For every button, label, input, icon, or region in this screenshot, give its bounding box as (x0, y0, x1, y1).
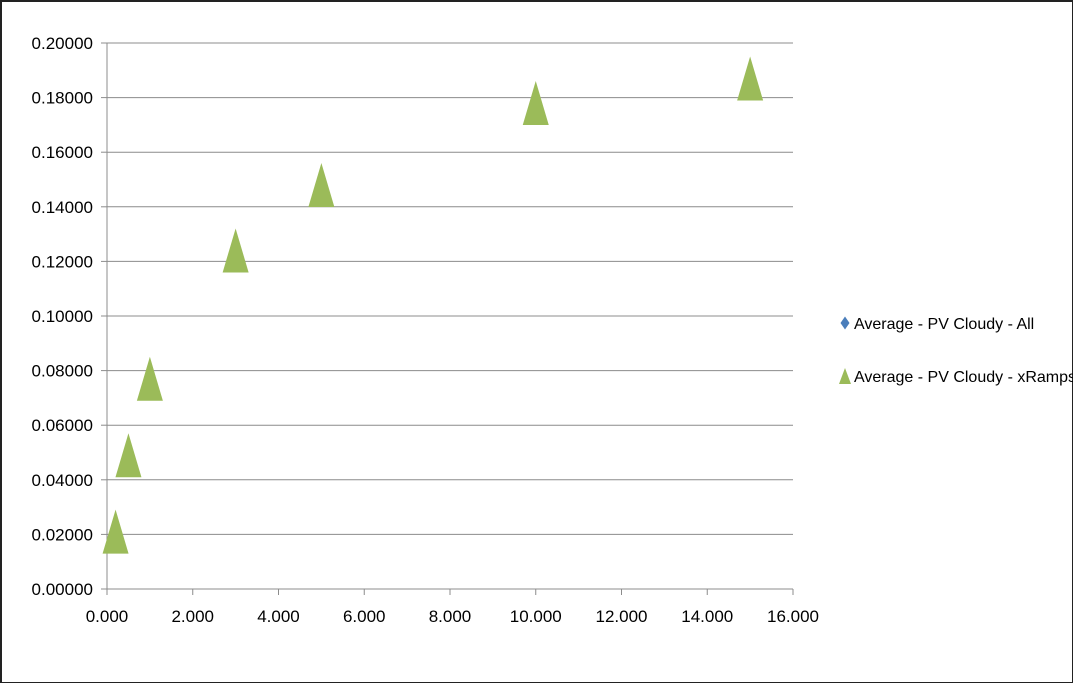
y-axis-tick-labels: 0.00000 0.02000 0.04000 0.06000 0.08000 0.100… (32, 34, 93, 599)
x-tick-label: 12.000 (596, 607, 648, 626)
y-tick-label: 0.20000 (32, 34, 93, 53)
legend-label: Average - PV Cloudy - xRamps (854, 369, 1073, 386)
data-point-triangle (115, 433, 142, 478)
y-tick-label: 0.10000 (32, 307, 93, 326)
y-tick-label: 0.00000 (32, 580, 93, 599)
legend-marker-diamond (840, 316, 850, 330)
data-point-triangle (308, 162, 335, 207)
y-tick-label: 0.02000 (32, 525, 93, 544)
y-tick-label: 0.14000 (32, 198, 93, 217)
legend: Average - PV Cloudy - All Average - PV Cl… (839, 316, 1073, 386)
y-tick-label: 0.12000 (32, 252, 93, 271)
y-tick-label: 0.18000 (32, 89, 93, 108)
x-tick-label: 10.000 (510, 607, 562, 626)
data-point-triangle (136, 356, 163, 401)
y-tick-label: 0.08000 (32, 362, 93, 381)
data-point-triangle (102, 509, 129, 554)
x-tick-label: 6.000 (343, 607, 386, 626)
y-tick-label: 0.16000 (32, 143, 93, 162)
x-axis-tick-labels: 0.000 2.000 4.000 6.000 8.000 10.000 12.000 14.… (86, 607, 819, 626)
x-tick-label: 4.000 (257, 607, 300, 626)
legend-label: Average - PV Cloudy - All (854, 316, 1034, 333)
data-point-triangle (222, 228, 249, 273)
x-tick-label: 2.000 (171, 607, 214, 626)
data-point-triangle (737, 56, 764, 101)
x-tick-label: 0.000 (86, 607, 129, 626)
legend-marker-triangle (839, 368, 851, 384)
axes (101, 42, 794, 595)
x-tick-label: 16.000 (767, 607, 819, 626)
x-tick-label: 14.000 (681, 607, 733, 626)
data-point-triangle (522, 81, 549, 126)
x-tick-label: 8.000 (429, 607, 472, 626)
gridlines (107, 42, 793, 535)
y-tick-label: 0.06000 (32, 416, 93, 435)
data-points (102, 56, 764, 554)
y-tick-label: 0.04000 (32, 471, 93, 490)
